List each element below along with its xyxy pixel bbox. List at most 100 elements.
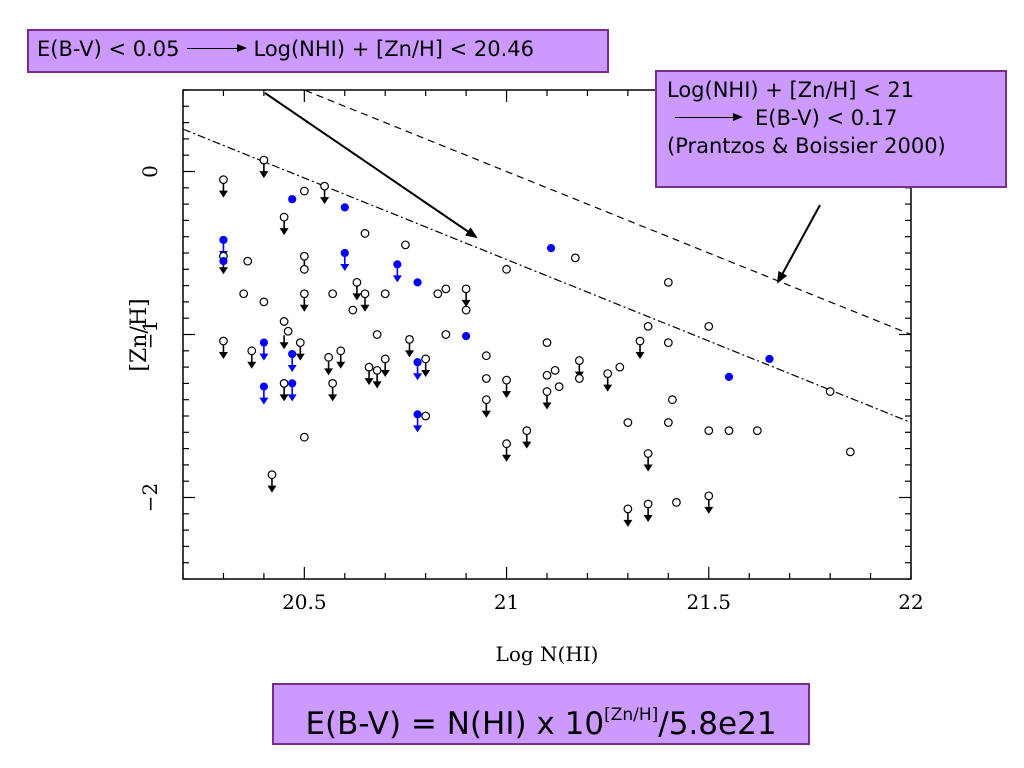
filled-point (219, 257, 228, 266)
upper-limit-arrowhead (340, 264, 350, 271)
formula-post: /5.8e21 (658, 706, 777, 742)
filled-point (462, 332, 471, 341)
open-point (219, 336, 228, 346)
filled-point (340, 203, 349, 212)
open-point (502, 439, 511, 449)
open-point (299, 251, 309, 261)
upper-limit-arrowhead (328, 394, 338, 402)
open-point (752, 426, 762, 436)
open-point (348, 305, 358, 315)
annotation-arrow-right (777, 204, 821, 284)
right-annotation-line1: Log(NHI) + [Zn/H] < 21 (667, 78, 915, 102)
open-point (421, 411, 431, 421)
open-point (724, 426, 734, 436)
upper-limit-arrowhead (267, 485, 277, 493)
upper-limit-arrowhead (392, 275, 402, 283)
open-point (461, 305, 471, 315)
annotation-arrow-top (264, 92, 478, 239)
open-point (550, 365, 560, 375)
open-point (502, 264, 511, 274)
upper-limit-arrowhead (247, 361, 257, 369)
upper-limit-arrowhead (704, 506, 714, 514)
open-point (570, 253, 580, 263)
upper-limit-arrowhead (218, 190, 228, 198)
open-point (481, 351, 491, 361)
right-arrow-icon (675, 112, 743, 121)
open-point (259, 155, 269, 165)
open-point (603, 369, 613, 379)
right-arrow-icon (187, 43, 248, 52)
open-point (643, 499, 653, 509)
filled-point (219, 235, 228, 245)
open-point (401, 240, 410, 250)
filled-point (393, 260, 402, 269)
upper-limit-arrowhead (299, 304, 309, 312)
upper-limit-arrowhead (364, 378, 374, 386)
open-point (299, 289, 309, 299)
data-points (218, 155, 855, 527)
upper-limit-arrowhead (324, 368, 334, 376)
filled-point (413, 358, 422, 367)
open-point (219, 175, 228, 185)
open-point (542, 370, 552, 380)
open-point (704, 491, 714, 501)
open-point (279, 317, 289, 326)
open-point (663, 338, 673, 348)
upper-limit-arrowhead (259, 397, 269, 405)
model-lines (183, 90, 911, 424)
right-annotation-line2: E(B-V) < 0.17 (755, 106, 898, 130)
open-point (239, 289, 249, 299)
upper-limit-arrowhead (259, 171, 269, 179)
upper-limit-arrowhead (502, 454, 512, 462)
upper-limit-arrowhead (372, 381, 382, 389)
upper-limit-arrowhead (542, 402, 552, 410)
x-tick-label: 21 (494, 590, 519, 614)
open-point (299, 264, 309, 274)
upper-limit-arrowhead (635, 352, 645, 360)
right-annotation-line3: (Prantzos & Boissier 2000) (667, 134, 946, 158)
open-point (279, 379, 289, 388)
open-point (405, 334, 414, 344)
open-point (328, 289, 338, 299)
open-point (283, 326, 293, 336)
x-tick-label: 21.5 (687, 590, 732, 614)
open-point (295, 338, 305, 348)
open-point (247, 346, 257, 356)
x-tick-label: 22 (898, 590, 923, 614)
open-point (704, 321, 714, 331)
open-point (663, 418, 673, 427)
y-tick-label: −1 (138, 320, 162, 349)
open-point (372, 330, 382, 339)
upper-limit-arrowhead (413, 373, 423, 381)
filled-point (546, 244, 556, 253)
right-annotation-box: Log(NHI) + [Zn/H] < 21 E(B-V) < 0.17 (Pr… (655, 70, 1007, 188)
upper-limit-arrowhead (279, 342, 289, 350)
open-point (643, 321, 653, 331)
upper-limit-arrowhead (218, 352, 228, 360)
open-point (574, 356, 584, 365)
filled-point (413, 410, 422, 419)
upper-limit-arrowhead (502, 391, 512, 399)
upper-limit-arrowhead (404, 350, 414, 358)
open-point (704, 426, 714, 436)
x-axis-label: Log N(HI) (496, 642, 599, 666)
tick-labels: 20.5 21 21.5 22 0 −1 −2 (138, 165, 924, 614)
upper-limit-arrowhead (287, 394, 297, 402)
open-point (279, 212, 289, 222)
upper-limit-arrowhead (279, 394, 289, 402)
open-point (615, 362, 625, 372)
open-point (623, 504, 633, 514)
open-point (667, 395, 677, 405)
upper-limit-arrowhead (352, 293, 362, 301)
open-point (380, 289, 390, 299)
open-point (481, 395, 491, 405)
upper-limit-arrowhead (218, 267, 228, 275)
top-annotation-left: E(B-V) < 0.05 (37, 37, 180, 61)
upper-limit-arrowhead (481, 410, 491, 418)
filled-point (259, 338, 268, 347)
open-point (364, 362, 374, 372)
formula-exponent: [Zn/H] (604, 705, 659, 725)
formula-box: E(B-V) = N(HI) x 10[Zn/H]/5.8e21 (272, 683, 810, 745)
top-annotation-box: E(B-V) < 0.05 Log(NHI) + [Zn/H] < 20.46 (27, 29, 609, 73)
filled-point (340, 248, 349, 258)
